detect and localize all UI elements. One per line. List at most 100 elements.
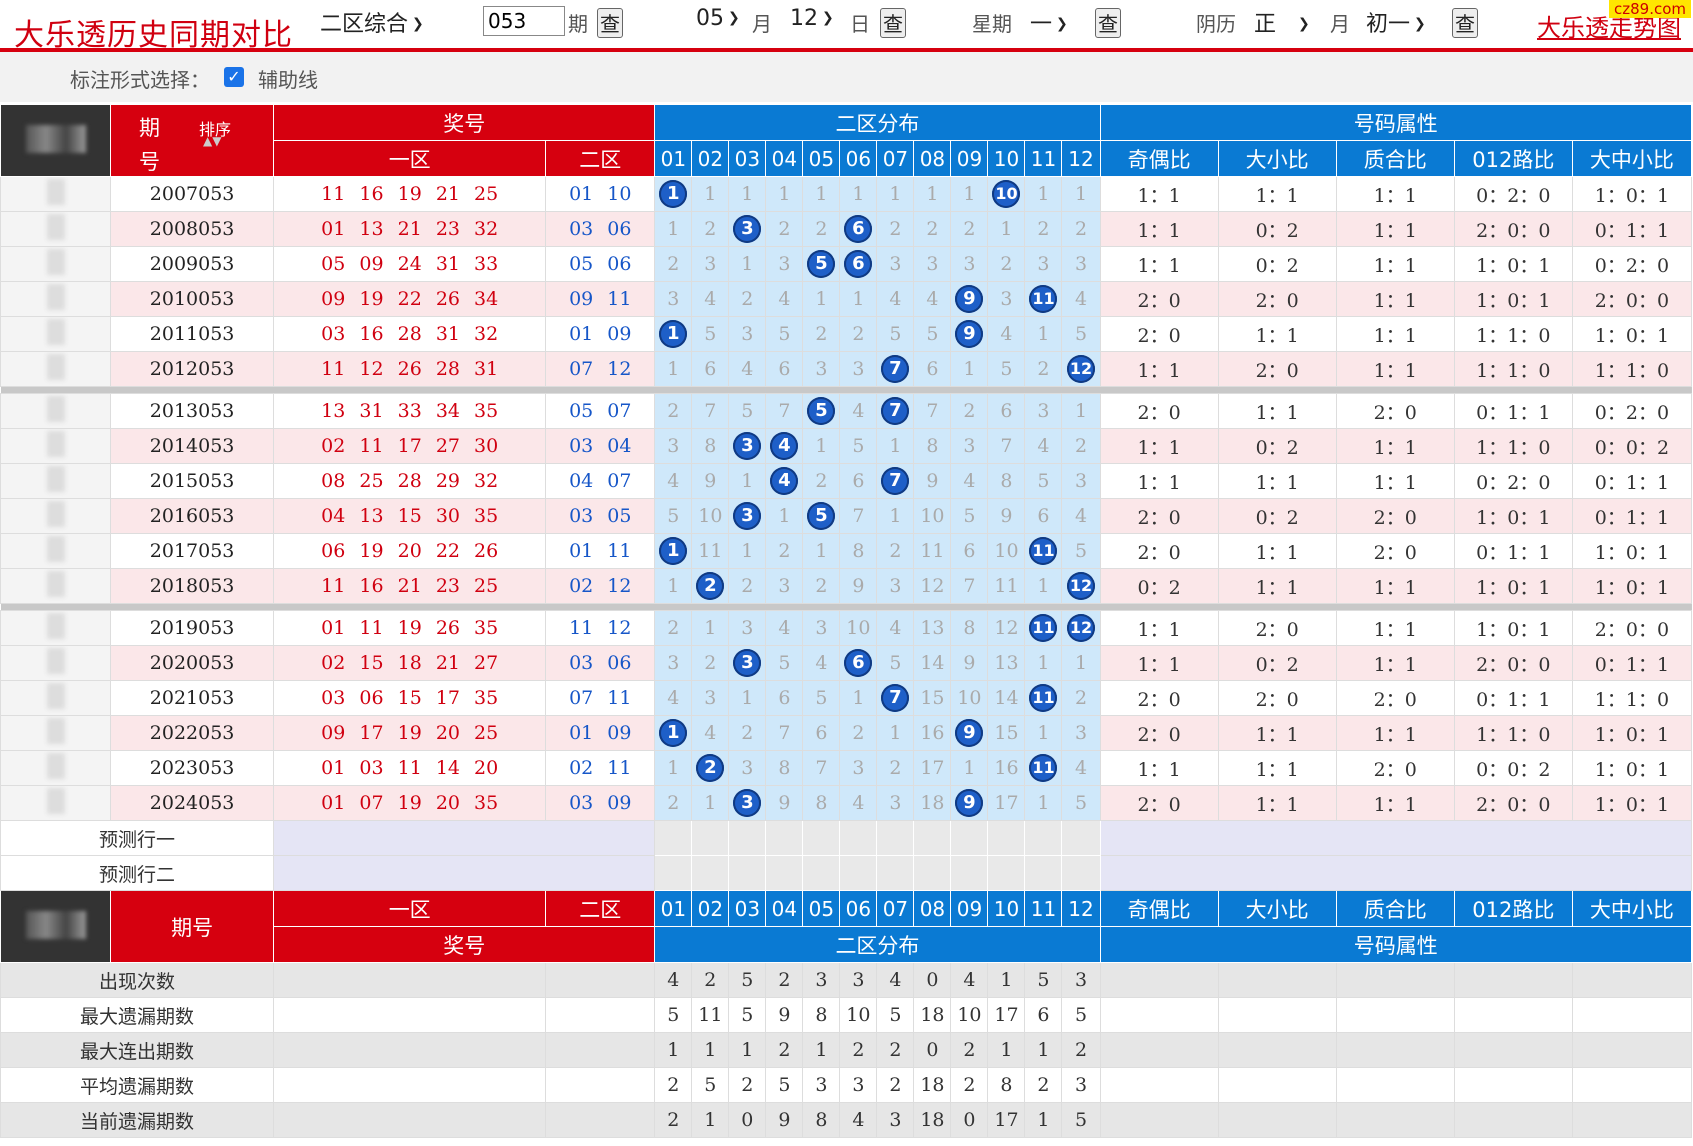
table-row: 2023053 01 03 11 14 20 02 11 1 2 3 8 7 3 2 17 1 16 11… (0, 750, 1693, 786)
dist-cell: 3 (1024, 393, 1063, 429)
number-header: 12 (1061, 140, 1101, 177)
hit-ball: 3 (733, 649, 762, 677)
dist-cell: 3 (913, 246, 952, 282)
prediction-row[interactable]: 预测行一 (0, 820, 1693, 856)
query-week-button[interactable]: 查 (1095, 8, 1121, 38)
prediction-cell[interactable] (728, 855, 767, 891)
stat-empty (1099, 997, 1219, 1033)
page-title: 大乐透历史同期对比 (14, 18, 293, 53)
dist-cell: 10 (839, 610, 878, 646)
prediction-cell[interactable] (802, 855, 841, 891)
prediction-prize[interactable] (273, 820, 656, 856)
prediction-cell[interactable] (839, 855, 878, 891)
attr-cell: 2：0 (1099, 281, 1219, 317)
prediction-cell[interactable] (839, 820, 878, 856)
dist-cell: 1 (654, 533, 693, 569)
dist-cell: 1 (876, 176, 915, 212)
prediction-cell[interactable] (876, 855, 915, 891)
prediction-cell[interactable] (691, 820, 730, 856)
issue-input[interactable]: 053 (483, 6, 565, 36)
attr-footer-header: 012路比 (1453, 890, 1573, 927)
dist-cell: 3 (765, 246, 804, 282)
dist-cell: 3 (1024, 246, 1063, 282)
issue-header[interactable]: 期号排序 ▲▼ (110, 104, 275, 177)
prediction-cell[interactable] (654, 820, 693, 856)
prediction-cell[interactable] (913, 855, 952, 891)
stat-value: 0 (950, 1102, 989, 1138)
dist-cell: 7 (876, 393, 915, 429)
dist-cell: 1 (913, 176, 952, 212)
stat-value: 1 (1024, 1102, 1063, 1138)
week-select[interactable]: 一 ❯ (1030, 12, 1068, 37)
trend-chart-link[interactable]: 大乐透走势图 (1537, 14, 1681, 42)
dist-cell: 4 (1061, 281, 1101, 317)
prediction-cell[interactable] (1061, 820, 1101, 856)
issue-cell: 2007053 (110, 176, 275, 212)
mode-select[interactable]: 二区综合 ❯ (320, 12, 424, 37)
attr-footer-header: 大小比 (1217, 890, 1337, 927)
lunar-day-select[interactable]: 初一 ❯ (1366, 12, 1426, 37)
stat-value: 2 (1024, 1067, 1063, 1103)
back-numbers: 02 12 (545, 568, 656, 604)
number-header: 02 (691, 140, 730, 177)
prediction-cell[interactable] (950, 855, 989, 891)
prize-footer-header: 奖号 (273, 926, 656, 963)
dist-cell: 5 (654, 498, 693, 534)
dist-cell: 6 (913, 351, 952, 387)
query-lunar-button[interactable]: 查 (1452, 8, 1478, 38)
number-footer-header: 06 (839, 890, 878, 927)
stat-value: 4 (950, 962, 989, 998)
day-select[interactable]: 12 ❯ (790, 6, 834, 31)
issue-cell: 2021053 (110, 680, 275, 716)
dist-cell: 5 (802, 498, 841, 534)
prediction-cell[interactable] (987, 820, 1026, 856)
prediction-prize[interactable] (273, 855, 656, 891)
stat-row: 最大遗漏期数 5 11 5 9 8 10 5 18 10 17 6 5 (0, 997, 1693, 1033)
dist-cell: 3 (728, 428, 767, 464)
prediction-cell[interactable] (1024, 855, 1063, 891)
prediction-cell[interactable] (987, 855, 1026, 891)
guide-line-checkbox[interactable]: ✓ (224, 67, 244, 87)
month-select[interactable]: 05 ❯ (696, 6, 740, 31)
dist-cell: 4 (802, 645, 841, 681)
zone1-footer-header: 一区 (273, 890, 547, 927)
dist-cell: 15 (987, 715, 1026, 751)
front-numbers: 01 13 21 23 32 (273, 211, 547, 247)
stat-value: 3 (802, 1067, 841, 1103)
dist-cell: 7 (876, 680, 915, 716)
query-date-button[interactable]: 查 (880, 8, 906, 38)
zone1-header: 一区 (273, 140, 547, 177)
issue-cell: 2018053 (110, 568, 275, 604)
query-issue-button[interactable]: 查 (597, 8, 623, 38)
prediction-cell[interactable] (765, 820, 804, 856)
prediction-cell[interactable] (654, 855, 693, 891)
prediction-cell[interactable] (876, 820, 915, 856)
dist-cell: 3 (950, 246, 989, 282)
prediction-row[interactable]: 预测行二 (0, 855, 1693, 891)
lunar-month-select[interactable]: 正 ❯ (1254, 12, 1310, 37)
prediction-cell[interactable] (802, 820, 841, 856)
attr-cell: 2：0 (1217, 610, 1337, 646)
dist-cell: 11 (691, 533, 730, 569)
stat-value: 1 (1024, 1032, 1063, 1068)
dist-cell: 4 (654, 680, 693, 716)
dist-cell: 9 (950, 316, 989, 352)
front-numbers: 11 16 19 21 25 (273, 176, 547, 212)
stat-value: 2 (876, 1067, 915, 1103)
prediction-cell[interactable] (913, 820, 952, 856)
prediction-cell[interactable] (1061, 855, 1101, 891)
prediction-cell[interactable] (1024, 820, 1063, 856)
stat-value: 5 (1061, 997, 1101, 1033)
dist-cell: 1 (728, 680, 767, 716)
prediction-cell[interactable] (950, 820, 989, 856)
prediction-cell[interactable] (728, 820, 767, 856)
stat-empty (1571, 1102, 1693, 1138)
attr-cell: 2：0：0 (1571, 610, 1693, 646)
stat-empty (545, 962, 656, 998)
hit-ball: 9 (955, 789, 984, 817)
prediction-cell[interactable] (765, 855, 804, 891)
dist-cell: 4 (654, 463, 693, 499)
prediction-cell[interactable] (691, 855, 730, 891)
sort-toggle[interactable]: 排序 (199, 119, 232, 139)
front-numbers: 11 12 26 28 31 (273, 351, 547, 387)
